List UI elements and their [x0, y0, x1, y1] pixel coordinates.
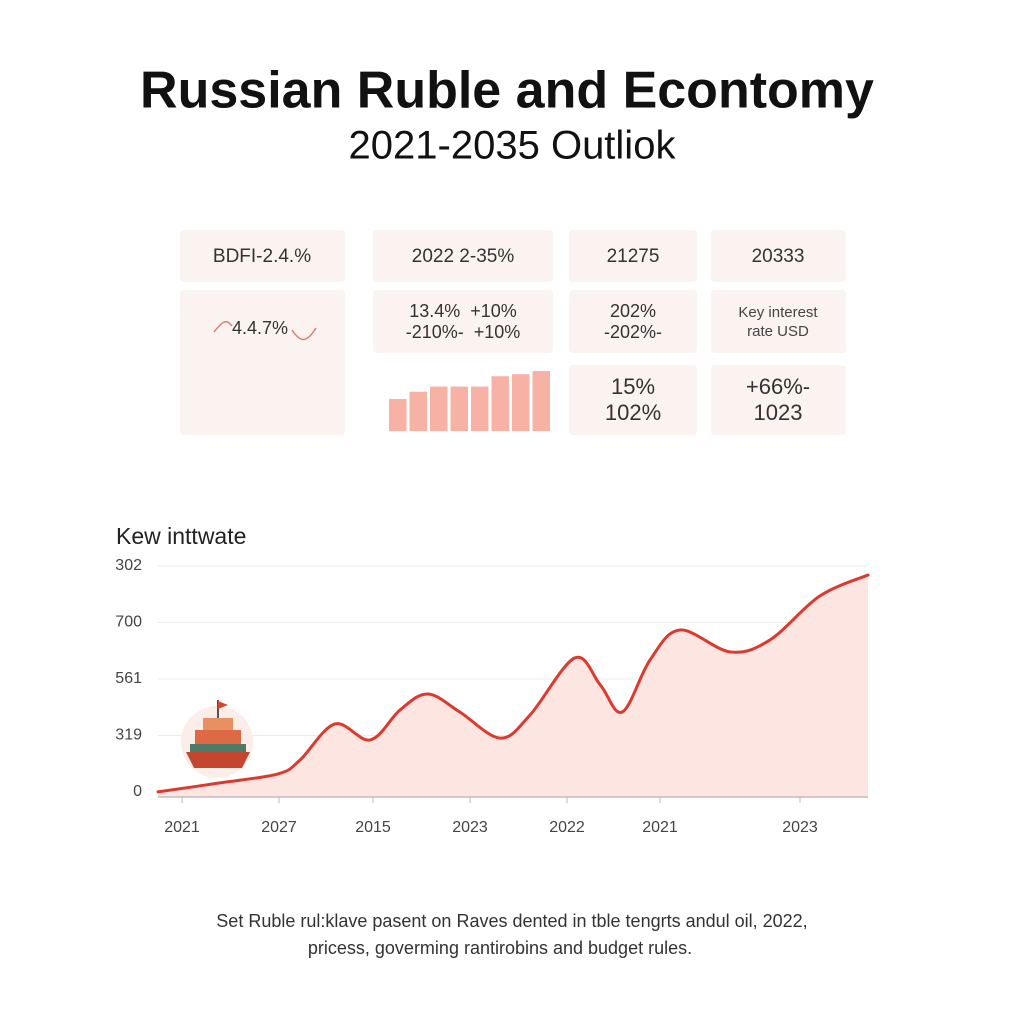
x-tick-label: 2021 — [164, 819, 200, 836]
card-header: 2022 2-35% — [412, 246, 515, 267]
sparkline — [213, 321, 317, 341]
card — [569, 290, 697, 353]
card-header: 21275 — [607, 246, 660, 267]
bar — [532, 371, 550, 431]
card-detail: 4.4.7% — [232, 318, 288, 338]
card — [180, 290, 345, 435]
x-tick-label: 2021 — [642, 819, 678, 836]
bar — [389, 398, 407, 431]
bar — [409, 391, 427, 431]
card-extra: +66%- — [746, 374, 810, 399]
card-detail: rate USD — [747, 323, 809, 340]
y-tick-label: 561 — [115, 670, 142, 687]
card — [180, 230, 345, 282]
card-extra: 1023 — [754, 400, 803, 425]
y-tick-label: 0 — [133, 783, 142, 800]
y-tick-label: 302 — [115, 557, 142, 574]
title: Russian Ruble and Econtomy — [140, 62, 874, 120]
card-header: 20333 — [752, 246, 805, 267]
bar — [471, 386, 489, 431]
card-extra: 102% — [605, 400, 661, 425]
card — [711, 230, 846, 282]
card-detail: Key interest — [738, 304, 818, 321]
x-tick-label: 2023 — [782, 819, 818, 836]
x-tick-label: 2027 — [261, 819, 297, 836]
x-tick-label: 2022 — [549, 819, 585, 836]
card — [569, 230, 697, 282]
x-tick-label: 2015 — [355, 819, 391, 836]
subtitle: 2021-2035 Outliok — [349, 124, 677, 168]
y-tick-label: 700 — [115, 614, 142, 631]
card-detail: 202% — [610, 301, 656, 321]
y-tick-label: 319 — [115, 727, 142, 744]
line-chart: 0 319 561 700 302 2021 2027 2015 2023 2022 2021 202… — [115, 557, 870, 836]
bar — [512, 374, 530, 431]
card — [711, 290, 846, 353]
card — [373, 230, 553, 282]
bar — [491, 376, 509, 431]
line — [156, 573, 870, 794]
card — [373, 290, 553, 353]
footer-text: Set Ruble rul:klave pasent on Raves dent… — [216, 911, 807, 931]
footer-text: pricess, goverming rantirobins and budge… — [308, 938, 692, 958]
card-detail: -210%- +10% — [406, 322, 521, 342]
card-extra: 15% — [611, 374, 655, 399]
x-tick-label: 2023 — [452, 819, 488, 836]
card-detail: 13.4% +10% — [409, 301, 517, 321]
card — [569, 365, 697, 435]
ship-icon — [181, 700, 253, 778]
bar — [430, 386, 448, 431]
card-detail: -202%- — [604, 322, 662, 342]
card-header: BDFI-2.4.% — [213, 246, 311, 267]
bar — [450, 386, 468, 431]
area — [158, 575, 868, 797]
card — [711, 365, 846, 435]
chart-title: Kew inttwate — [116, 523, 246, 549]
